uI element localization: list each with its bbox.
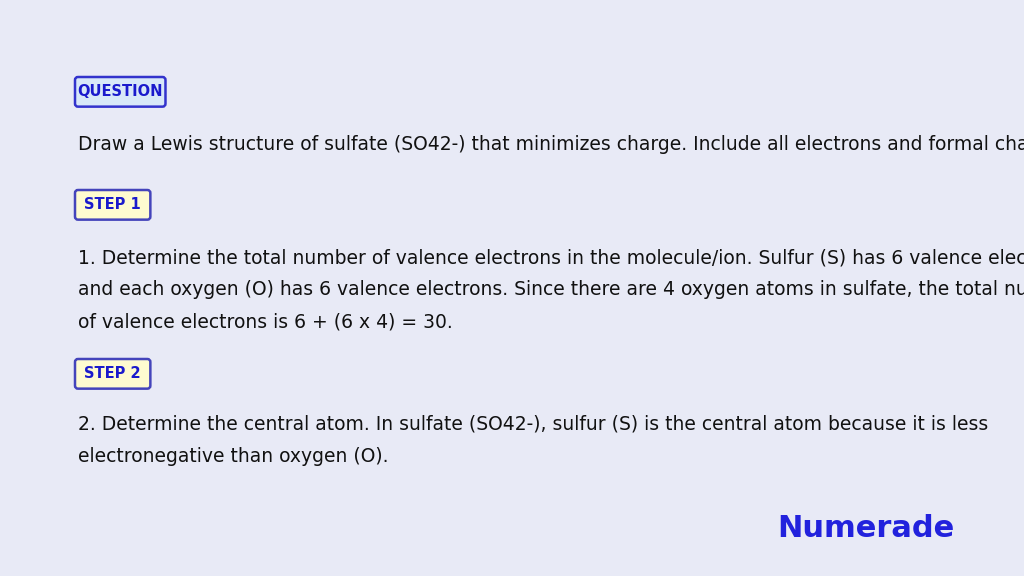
Text: STEP 2: STEP 2 <box>84 366 141 381</box>
Text: electronegative than oxygen (O).: electronegative than oxygen (O). <box>78 447 388 466</box>
Text: of valence electrons is 6 + (6 x 4) = 30.: of valence electrons is 6 + (6 x 4) = 30… <box>78 312 453 331</box>
Text: Draw a Lewis structure of sulfate (SO42-) that minimizes charge. Include all ele: Draw a Lewis structure of sulfate (SO42-… <box>78 135 1024 154</box>
Text: 2. Determine the central atom. In sulfate (SO42-), sulfur (S) is the central ato: 2. Determine the central atom. In sulfat… <box>78 415 988 434</box>
Text: 1. Determine the total number of valence electrons in the molecule/ion. Sulfur (: 1. Determine the total number of valence… <box>78 248 1024 267</box>
FancyBboxPatch shape <box>75 190 151 219</box>
Text: STEP 1: STEP 1 <box>84 198 141 213</box>
Text: Numerade: Numerade <box>778 514 955 543</box>
Text: and each oxygen (O) has 6 valence electrons. Since there are 4 oxygen atoms in s: and each oxygen (O) has 6 valence electr… <box>78 280 1024 299</box>
FancyBboxPatch shape <box>75 359 151 389</box>
FancyBboxPatch shape <box>75 77 166 107</box>
Text: QUESTION: QUESTION <box>78 84 163 99</box>
